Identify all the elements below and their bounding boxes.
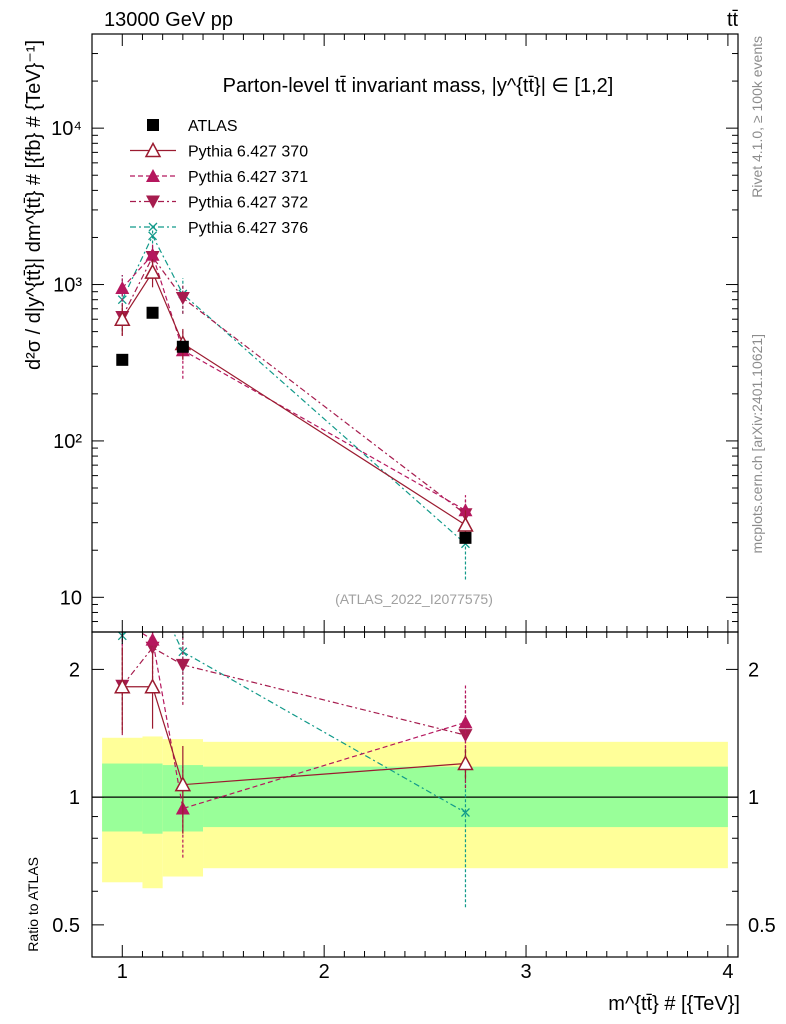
x-axis-label: m^{tt̄} # [{TeV}] (608, 993, 740, 1015)
ratio-band-inner (142, 763, 163, 834)
legend-label: Pythia 6.427 376 (188, 220, 308, 237)
ratio-line (121, 646, 466, 736)
ratio-point (144, 678, 161, 694)
series-0 (116, 306, 472, 544)
legend: ATLAS Pythia 6.427 370 Pythia 6.427 371 Pyt… (130, 118, 308, 237)
analysis-watermark: (ATLAS_2022_I2077575) (335, 591, 493, 607)
ratio-tick-label-left: 1 (69, 787, 80, 809)
x-tick-label: 1 (117, 961, 128, 983)
main-panel-series (114, 225, 474, 580)
ratio-point (174, 776, 192, 792)
legend-marker (146, 169, 160, 182)
series-line (121, 270, 466, 526)
series-4 (117, 225, 470, 580)
ratio-point (458, 715, 473, 729)
series-2 (115, 244, 473, 528)
data-point (114, 310, 131, 326)
collision-label: 13000 GeV pp (104, 9, 233, 31)
legend-marker (147, 119, 159, 131)
series-line (121, 253, 466, 511)
x-tick-label: 3 (520, 961, 531, 983)
legend-marker (148, 222, 158, 232)
rivet-version-label: Rivet 4.1.0, ≥ 100k events (749, 36, 765, 198)
x-tick-label: 2 (319, 961, 330, 983)
data-point (115, 281, 130, 295)
ratio-panel-series (114, 585, 474, 908)
ratio-y-axis-label: Ratio to ATLAS (25, 857, 41, 952)
legend-entry: Pythia 6.427 371 (130, 169, 308, 186)
series-line (121, 234, 466, 545)
series-1 (114, 259, 474, 544)
ratio-tick-label-right: 1 (748, 787, 759, 809)
axis-ticks (92, 33, 738, 957)
chart-title: Parton-level tt̄ invariant mass, |y^{tt̄… (223, 75, 614, 97)
ratio-point (178, 647, 188, 657)
data-point (145, 247, 160, 261)
data-point (146, 306, 159, 319)
ratio-tick-label-right: 0.5 (748, 915, 776, 937)
ratio-line (138, 632, 466, 810)
series-3 (115, 246, 473, 533)
legend-entry: ATLAS (147, 118, 238, 135)
ratio-series-1 (114, 647, 474, 834)
y-tick-label: 10 (60, 587, 82, 609)
legend-label: Pythia 6.427 372 (188, 195, 308, 212)
ratio-line (122, 686, 466, 786)
ratio-uncertainty-bands (92, 736, 738, 889)
data-point (457, 516, 474, 532)
series-line (121, 255, 466, 515)
ratio-point (461, 808, 470, 817)
ratio-point (149, 585, 157, 593)
mcplots-label: mcplots.cern.ch [arXiv:2401.10621] (749, 334, 765, 553)
ratio-point (175, 658, 190, 672)
legend-marker (146, 195, 160, 209)
axis-tick-labels: 1 2 3 4 10 10² 10³ 10⁴ 0.5 0.5 1 1 2 2 (51, 118, 776, 983)
legend-entry: Pythia 6.427 372 (130, 195, 308, 212)
legend-label: Pythia 6.427 371 (188, 169, 308, 186)
y-axis-label: d²σ / d|y^{tt̄}| dm^{tt̄} # [{fb} # {TeV… (23, 40, 45, 370)
y-tick-label: 10³ (53, 275, 82, 297)
ratio-point (457, 754, 474, 771)
data-point (116, 353, 129, 366)
legend-entry: Pythia 6.427 370 (130, 141, 308, 161)
ratio-tick-label-left: 2 (69, 659, 80, 681)
data-point (148, 231, 158, 241)
legend-label: Pythia 6.427 370 (188, 144, 308, 161)
data-point (458, 503, 473, 517)
x-tick-label: 4 (722, 961, 733, 983)
ratio-point (145, 632, 160, 646)
data-point (175, 292, 190, 306)
y-tick-label: 10⁴ (51, 118, 82, 140)
process-label: tt̄ (727, 9, 739, 31)
legend-marker (144, 141, 162, 158)
legend-entry: Pythia 6.427 376 (130, 220, 308, 237)
ratio-tick-label-left: 0.5 (52, 915, 80, 937)
ratio-point (114, 678, 131, 694)
data-point (176, 340, 189, 353)
legend-label: ATLAS (188, 118, 238, 135)
y-tick-label: 10² (53, 431, 82, 453)
data-point (144, 263, 161, 279)
ratio-tick-label-right: 2 (748, 659, 759, 681)
ratio-panel-frame (91, 631, 739, 958)
data-point (459, 531, 472, 544)
